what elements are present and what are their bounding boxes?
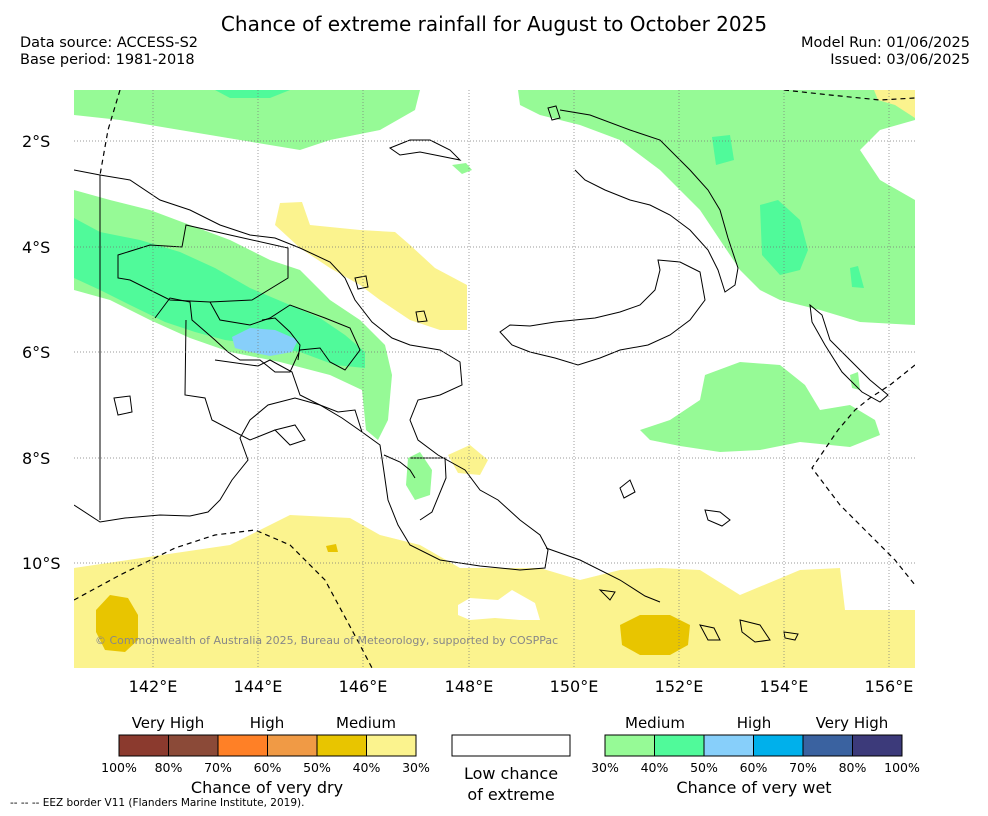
wet-swatch-0: [604, 734, 655, 757]
wet-swatch-2: [703, 734, 754, 757]
copyright-text: © Commonwealth of Australia 2025, Bureau…: [95, 634, 558, 647]
wet-legend-title: Chance of very wet: [676, 778, 831, 797]
lon-label-144e: 144°E: [234, 677, 283, 696]
lon-label-152e: 152°E: [655, 677, 704, 696]
dry-tick-1: 80%: [155, 760, 183, 775]
dry-color-bar: [118, 734, 417, 757]
wet-legend: Medium High Very High 30% 40% 50% 60% 70% 80%…: [591, 714, 920, 797]
dry-tick-labels: 100% 80% 70% 60% 50% 40% 30%: [101, 760, 430, 775]
dry-legend: Very High High Medium 100% 80% 70% 60% 50% 40…: [101, 714, 430, 797]
metadata-left: Data source: ACCESS-S2 Base period: 1981…: [20, 35, 198, 69]
dry-level-high: High: [250, 714, 284, 732]
base-period-text: Base period: 1981-2018: [20, 52, 195, 68]
wet-tick-1: 40%: [641, 760, 669, 775]
lon-label-154e: 154°E: [760, 677, 809, 696]
wet-swatch-4: [802, 734, 853, 757]
lon-label-156e: 156°E: [865, 677, 914, 696]
wet-tick-2: 50%: [690, 760, 718, 775]
dry-tick-4: 50%: [303, 760, 331, 775]
wet-tick-5: 80%: [839, 760, 867, 775]
eez-border: [74, 90, 915, 668]
wet-color-bar: [604, 734, 903, 757]
lat-label-6s: 6°S: [22, 343, 50, 362]
wet-swatch-5: [852, 734, 903, 757]
low-chance-line2: of extreme: [467, 785, 554, 804]
dry-tick-6: 30%: [402, 760, 430, 775]
wet-tick-4: 70%: [789, 760, 817, 775]
dry-level-medium: Medium: [336, 714, 396, 732]
low-chance-island-region: [458, 590, 540, 620]
model-run-text: Model Run: 01/06/2025: [800, 35, 970, 51]
wet-high-regions: [232, 328, 298, 356]
data-source-text: Data source: ACCESS-S2: [20, 35, 199, 51]
dry-swatch-0: [118, 734, 169, 757]
low-chance-line1: Low chance: [464, 764, 558, 783]
wet-swatch-3: [753, 734, 804, 757]
dry-level-very-high: Very High: [132, 714, 205, 732]
lon-label-142e: 142°E: [129, 677, 178, 696]
lat-gridlines: [74, 140, 915, 564]
wet-level-very-high: Very High: [816, 714, 889, 732]
issued-text: Issued: 03/06/2025: [830, 52, 970, 68]
metadata-right: Model Run: 01/06/2025 Issued: 03/06/2025: [801, 35, 970, 69]
wet-tick-3: 60%: [740, 760, 768, 775]
dry-swatch-3: [267, 734, 318, 757]
lon-label-148e: 148°E: [445, 677, 494, 696]
dry-medium-regions: [74, 90, 915, 668]
lon-label-146e: 146°E: [339, 677, 388, 696]
low-chance-legend: Low chance of extreme: [451, 734, 571, 804]
dry-swatch-2: [217, 734, 268, 757]
dry-tick-2: 70%: [204, 760, 232, 775]
dry-legend-title: Chance of very dry: [191, 778, 343, 797]
lat-label-10s: 10°S: [22, 554, 61, 573]
lat-label-4s: 4°S: [22, 238, 50, 257]
coastlines: [74, 105, 889, 643]
wet-swatch-1: [654, 734, 705, 757]
lon-gridlines: [152, 90, 890, 668]
wet-tick-labels: 30% 40% 50% 60% 70% 80% 100%: [591, 760, 920, 775]
map-canvas: © Commonwealth of Australia 2025, Bureau…: [74, 90, 915, 668]
dry-tick-0: 100%: [101, 760, 137, 775]
wet-tick-0: 30%: [591, 760, 619, 775]
wet-level-high: High: [737, 714, 771, 732]
eez-footer-note: -- -- -- EEZ border V11 (Flanders Marine…: [10, 797, 305, 809]
wet-level-medium: Medium: [625, 714, 685, 732]
dry-tick-5: 40%: [353, 760, 381, 775]
page-title: Chance of extreme rainfall for August to…: [220, 12, 768, 36]
dry-swatch-4: [316, 734, 367, 757]
wet-tick-6: 100%: [884, 760, 920, 775]
lat-label-8s: 8°S: [22, 449, 50, 468]
dry-swatch-1: [168, 734, 219, 757]
lat-label-2s: 2°S: [22, 132, 50, 151]
dry-tick-3: 60%: [254, 760, 282, 775]
dry-swatch-5: [366, 734, 417, 757]
dry-medium-high-regions: [96, 544, 690, 655]
low-chance-swatch: [451, 734, 571, 757]
lon-label-150e: 150°E: [550, 677, 599, 696]
